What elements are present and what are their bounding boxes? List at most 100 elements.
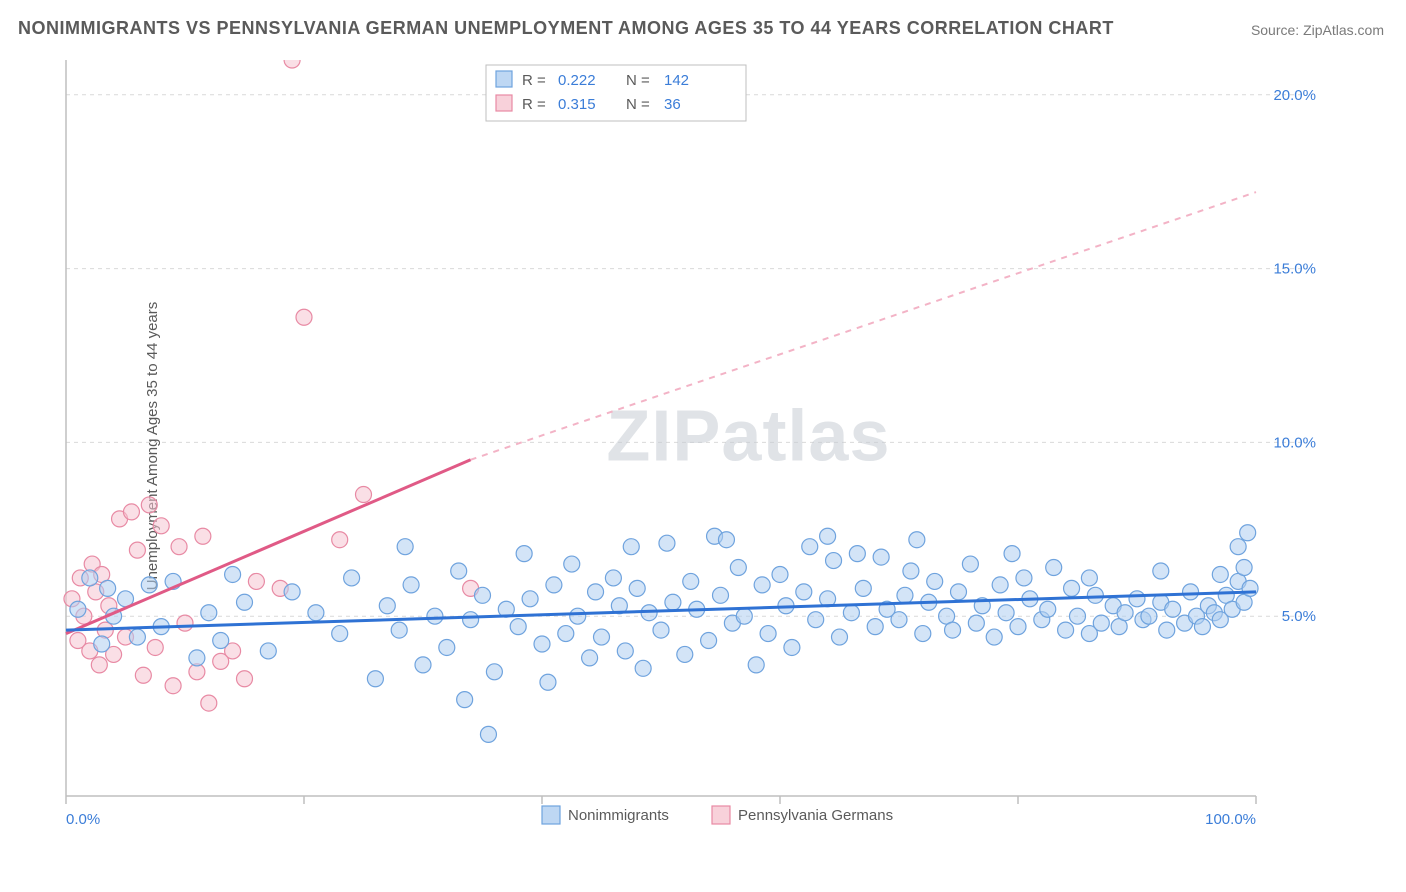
data-point (558, 626, 574, 642)
data-point (397, 539, 413, 555)
data-point (1046, 560, 1062, 576)
data-point (480, 726, 496, 742)
data-point (992, 577, 1008, 593)
data-point (1212, 566, 1228, 582)
data-point (1230, 539, 1246, 555)
data-point (718, 532, 734, 548)
data-point (516, 546, 532, 562)
data-point (100, 580, 116, 596)
data-point (605, 570, 621, 586)
data-point (237, 594, 253, 610)
data-point (534, 636, 550, 652)
data-point (867, 619, 883, 635)
data-point (945, 622, 961, 638)
data-point (427, 608, 443, 624)
data-point (260, 643, 276, 659)
stat-n-label: N = (626, 72, 650, 89)
data-point (796, 584, 812, 600)
data-point (736, 608, 752, 624)
data-point (522, 591, 538, 607)
data-point (147, 639, 163, 655)
data-point (439, 639, 455, 655)
data-point (1165, 601, 1181, 617)
data-point (802, 539, 818, 555)
data-point (784, 639, 800, 655)
data-point (1040, 601, 1056, 617)
data-point (968, 615, 984, 631)
data-point (832, 629, 848, 645)
plot-area: ZIPatlas5.0%10.0%15.0%20.0%0.0%100.0%R =… (56, 60, 1336, 830)
x-tick-label-max: 100.0% (1205, 811, 1256, 828)
stat-swatch (496, 95, 512, 111)
data-point (367, 671, 383, 687)
data-point (141, 497, 157, 513)
data-point (1087, 587, 1103, 603)
stat-n-value: 142 (664, 72, 689, 89)
data-point (1010, 619, 1026, 635)
data-point (486, 664, 502, 680)
source-prefix: Source: (1251, 22, 1303, 38)
data-point (213, 633, 229, 649)
source-value: ZipAtlas.com (1303, 22, 1384, 38)
data-point (356, 487, 372, 503)
data-point (843, 605, 859, 621)
y-tick-label: 5.0% (1282, 608, 1316, 625)
data-point (296, 309, 312, 325)
data-point (564, 556, 580, 572)
data-point (463, 612, 479, 628)
data-point (1236, 560, 1252, 576)
data-point (873, 549, 889, 565)
stat-r-value: 0.315 (558, 96, 596, 113)
data-point (635, 660, 651, 676)
data-point (1064, 580, 1080, 596)
data-point (915, 626, 931, 642)
data-point (1117, 605, 1133, 621)
data-point (332, 626, 348, 642)
data-point (594, 629, 610, 645)
legend-swatch (712, 806, 730, 824)
data-point (1159, 622, 1175, 638)
data-point (1081, 570, 1097, 586)
data-point (897, 587, 913, 603)
data-point (189, 650, 205, 666)
data-point (284, 584, 300, 600)
data-point (177, 615, 193, 631)
data-point (1129, 591, 1145, 607)
data-point (903, 563, 919, 579)
data-point (1070, 608, 1086, 624)
data-point (165, 678, 181, 694)
stat-n-label: N = (626, 96, 650, 113)
data-point (1141, 608, 1157, 624)
data-point (415, 657, 431, 673)
data-point (129, 629, 145, 645)
data-point (201, 695, 217, 711)
data-point (1153, 563, 1169, 579)
data-point (653, 622, 669, 638)
y-tick-label: 20.0% (1273, 87, 1316, 104)
data-point (451, 563, 467, 579)
data-point (344, 570, 360, 586)
data-point (820, 528, 836, 544)
data-point (849, 546, 865, 562)
data-point (135, 667, 151, 683)
data-point (510, 619, 526, 635)
data-point (1242, 580, 1258, 596)
stat-r-value: 0.222 (558, 72, 596, 89)
data-point (713, 587, 729, 603)
stat-r-label: R = (522, 96, 546, 113)
data-point (171, 539, 187, 555)
scatter-chart: ZIPatlas5.0%10.0%15.0%20.0%0.0%100.0%R =… (56, 60, 1336, 830)
data-point (909, 532, 925, 548)
data-point (1183, 584, 1199, 600)
data-point (379, 598, 395, 614)
stat-r-label: R = (522, 72, 546, 89)
data-point (617, 643, 633, 659)
data-point (701, 633, 717, 649)
data-point (403, 577, 419, 593)
data-point (659, 535, 675, 551)
data-point (927, 573, 943, 589)
data-point (195, 528, 211, 544)
legend-label: Pennsylvania Germans (738, 807, 893, 824)
data-point (1004, 546, 1020, 562)
data-point (772, 566, 788, 582)
